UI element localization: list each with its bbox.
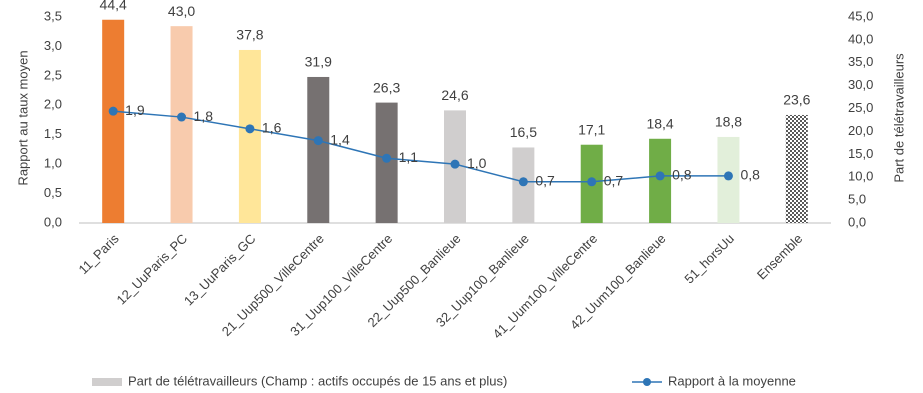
y-tick-label: 2,5 (44, 67, 62, 82)
bar-value-label: 43,0 (168, 3, 195, 19)
line-marker (108, 106, 118, 116)
line-value-label: 1,1 (399, 149, 419, 165)
bar-value-label: 37,8 (236, 27, 263, 43)
line-marker (587, 177, 597, 187)
y2-tick-label: 15,0 (848, 146, 873, 161)
bar (649, 138, 672, 223)
bar-value-label: 24,6 (441, 87, 468, 103)
x-tick-label: 51_horsUu (681, 231, 737, 287)
line-value-label: 0,7 (604, 173, 624, 189)
bar-value-label: 44,4 (100, 0, 127, 12)
bar-value-label: 26,3 (373, 79, 400, 95)
x-tick-label: 13_UuParis_GC (181, 231, 259, 309)
line-marker (382, 153, 392, 163)
line-value-label: 0,7 (535, 173, 555, 189)
line-marker (723, 171, 733, 181)
bar-value-label: 16,5 (510, 124, 537, 140)
legend-swatch (92, 378, 122, 386)
y2-tick-label: 30,0 (848, 77, 873, 92)
y2-axis-title: Part de télétravailleurs (891, 53, 906, 183)
line-value-label: 1,6 (262, 120, 282, 136)
y-axis-title: Rapport au taux moyen (15, 50, 30, 185)
y2-tick-label: 35,0 (848, 54, 873, 69)
y2-tick-label: 10,0 (848, 169, 873, 184)
bar (102, 19, 125, 223)
y-tick-label: 0,5 (44, 185, 62, 200)
line-value-label: 1,9 (125, 102, 145, 118)
line-marker (177, 112, 187, 122)
bar-value-label: 17,1 (578, 121, 605, 137)
line-value-label: 1,4 (330, 131, 350, 147)
line-marker (518, 177, 528, 187)
line (113, 110, 729, 183)
bar (785, 114, 808, 223)
y-tick-label: 3,5 (44, 8, 62, 23)
bar-value-label: 18,4 (646, 115, 673, 131)
y2-tick-label: 45,0 (848, 8, 873, 23)
y2-tick-label: 20,0 (848, 123, 873, 138)
line-marker (313, 136, 323, 146)
bar (307, 76, 330, 223)
line-value-label: 1,8 (194, 108, 214, 124)
y2-tick-label: 25,0 (848, 100, 873, 115)
line-value-label: 1,0 (467, 155, 487, 171)
line-marker (655, 171, 665, 181)
legend-swatch-marker (643, 378, 651, 386)
y-tick-label: 0,0 (44, 214, 62, 229)
bar (375, 102, 398, 223)
legend-label: Rapport à la moyenne (668, 373, 796, 388)
legend-label: Part de télétravailleurs (Champ : actifs… (128, 373, 507, 388)
y-tick-label: 3,0 (44, 38, 62, 53)
bar-value-label: 18,8 (715, 114, 742, 130)
x-tick-label: 12_UuParis_PC (114, 231, 191, 308)
bar (238, 49, 261, 224)
line-marker (245, 124, 255, 134)
line-value-label: 0,8 (672, 167, 692, 183)
bar (170, 26, 193, 224)
line-value-label: 0,8 (740, 167, 760, 183)
bar-value-label: 23,6 (783, 92, 810, 108)
y2-tick-label: 5,0 (848, 192, 866, 207)
y2-tick-label: 0,0 (848, 214, 866, 229)
y2-tick-label: 40,0 (848, 31, 873, 46)
y-tick-label: 1,5 (44, 126, 62, 141)
y-tick-label: 1,0 (44, 156, 62, 171)
x-tick-label: Ensemble (754, 231, 805, 282)
y-tick-label: 2,0 (44, 97, 62, 112)
line-marker (450, 159, 460, 169)
x-tick-label: 11_Paris (76, 231, 123, 278)
bar-value-label: 31,9 (305, 54, 332, 70)
